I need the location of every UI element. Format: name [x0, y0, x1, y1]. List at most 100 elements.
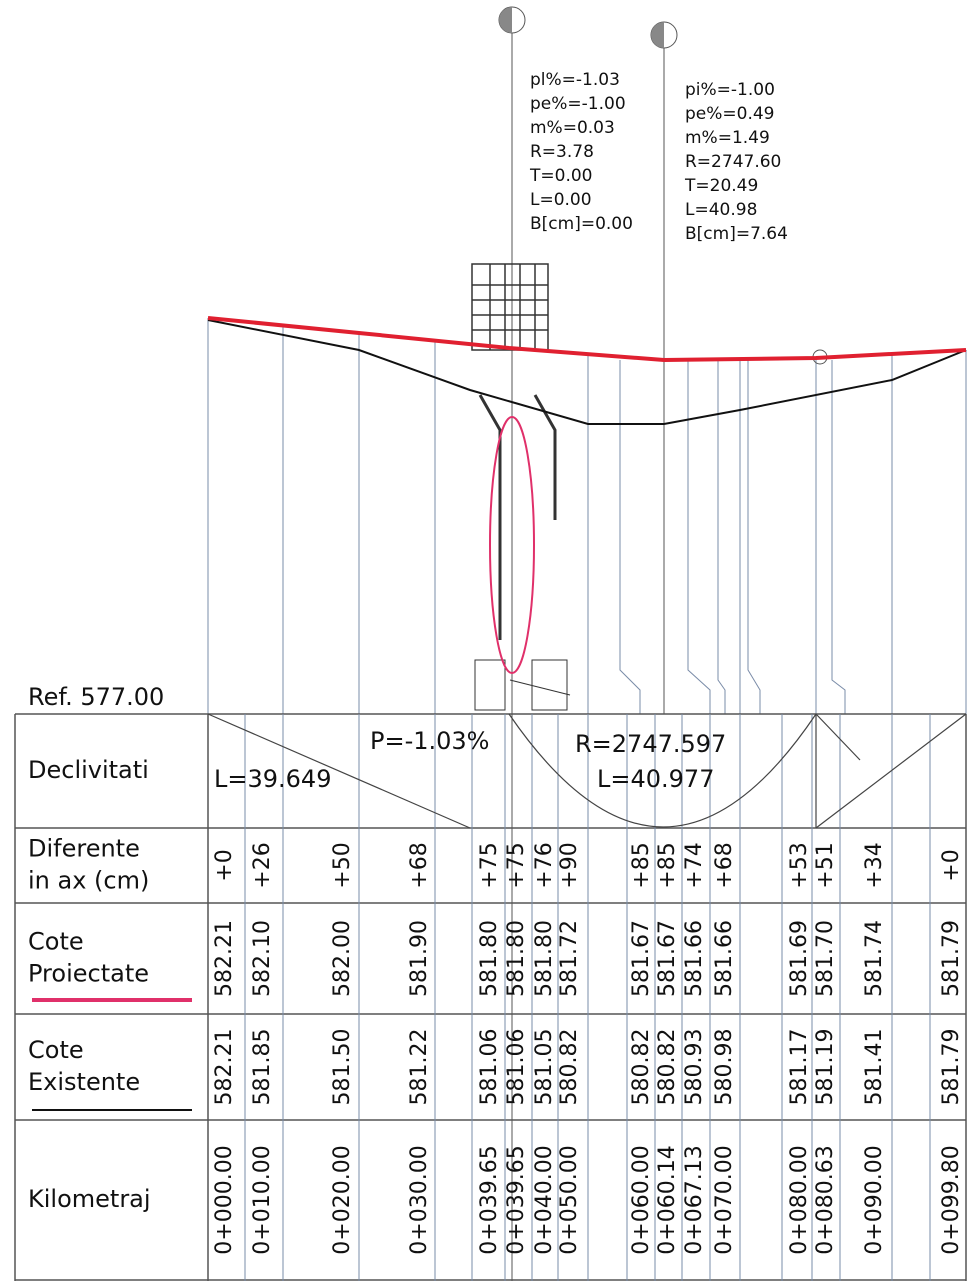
cell: 0+060.14 [655, 1145, 680, 1254]
annotation-line: L=0.00 [530, 190, 592, 210]
cell: 581.66 [682, 920, 707, 997]
cell: 581.66 [712, 920, 737, 997]
row-label: in ax (cm) [28, 867, 149, 895]
cell: 581.85 [250, 1029, 275, 1106]
cell: 581.79 [939, 920, 964, 997]
cell: 0+099.80 [939, 1145, 964, 1254]
annotation-line: B[cm]=7.64 [685, 224, 788, 244]
cell: 0+040.00 [532, 1145, 557, 1254]
cell: 0+000.00 [212, 1145, 237, 1254]
curve-length: L=40.977 [597, 765, 714, 793]
cell: +75 [504, 842, 529, 888]
cell: 0+020.00 [330, 1145, 355, 1254]
cell: 581.74 [862, 920, 887, 997]
cell: +76 [532, 842, 557, 888]
cell: +50 [330, 842, 355, 888]
design-profile [207, 316, 967, 363]
annotation-line: R=3.78 [530, 142, 594, 162]
cell: 581.22 [407, 1029, 432, 1106]
cell: +0 [939, 849, 964, 881]
cell: 582.00 [330, 920, 355, 997]
cell: 581.06 [504, 1029, 529, 1106]
cell: 581.05 [532, 1029, 557, 1106]
cell: 582.21 [212, 920, 237, 997]
annotation-line: pe%=-1.00 [530, 94, 626, 114]
cell: 581.90 [407, 920, 432, 997]
cell: 0+080.63 [813, 1145, 838, 1254]
annotation-line: m%=1.49 [685, 128, 770, 148]
cell: +0 [212, 849, 237, 881]
cell: 581.72 [557, 920, 582, 997]
cell: 580.82 [655, 1029, 680, 1106]
annotation-line: T=20.49 [684, 176, 758, 196]
cell: 0+039.65 [477, 1145, 502, 1254]
cell: 581.80 [532, 920, 557, 997]
radius: R=2747.597 [575, 730, 726, 758]
cell: 582.21 [212, 1029, 237, 1106]
cell: 581.67 [629, 920, 654, 997]
cell: 0+080.00 [787, 1145, 812, 1254]
column-separators [244, 714, 931, 1281]
annotation-line: pi%=-1.00 [685, 80, 775, 100]
cell: +85 [629, 842, 654, 888]
cell: 0+010.00 [250, 1145, 275, 1254]
cell: 580.82 [629, 1029, 654, 1106]
row-label: Existente [28, 1068, 140, 1096]
cell: +75 [477, 842, 502, 888]
cell: 580.82 [557, 1029, 582, 1106]
cell: +68 [712, 842, 737, 888]
structure [471, 263, 571, 711]
slope: P=-1.03% [370, 727, 489, 755]
cell: 581.19 [813, 1029, 838, 1106]
cell: 581.41 [862, 1029, 887, 1106]
annotation-line: pe%=0.49 [685, 104, 775, 124]
cell: 0+039.65 [504, 1145, 529, 1254]
cell: +53 [787, 842, 812, 888]
annotation-line: B[cm]=0.00 [530, 214, 633, 234]
cell: 581.17 [787, 1029, 812, 1106]
cell: 581.50 [330, 1029, 355, 1106]
table-frame [14, 713, 967, 1281]
cell: 581.70 [813, 920, 838, 997]
cell: 581.67 [655, 920, 680, 997]
cell: 0+067.13 [682, 1145, 707, 1254]
existing-profile [207, 319, 967, 425]
cell: 580.98 [712, 1029, 737, 1106]
cell: 0+090.00 [862, 1145, 887, 1254]
cell: 0+060.00 [629, 1145, 654, 1254]
cell: +51 [813, 842, 838, 888]
cell: +34 [862, 842, 887, 888]
cell: 582.10 [250, 920, 275, 997]
cell: +90 [557, 842, 582, 888]
pipe-section [489, 416, 535, 674]
cell: +85 [655, 842, 680, 888]
row-label: Cote [28, 928, 84, 956]
cell: 581.06 [477, 1029, 502, 1106]
cell: 580.93 [682, 1029, 707, 1106]
row-label: Declivitati [28, 756, 149, 784]
annotation-line: L=40.98 [685, 200, 757, 220]
cell: 0+050.00 [557, 1145, 582, 1254]
cell: 0+030.00 [407, 1145, 432, 1254]
reference: Ref. 577.00 [28, 683, 164, 711]
cell: 581.80 [477, 920, 502, 997]
annotation: pl%=-1.03 pe%=-1.00 m%=0.03 R=3.78 T=0.00 L=0… [529, 70, 633, 234]
cell: 0+070.00 [712, 1145, 737, 1254]
row-label: Kilometraj [28, 1185, 151, 1213]
cell: +26 [250, 842, 275, 888]
row-label: Cote [28, 1036, 84, 1064]
annotation: pi%=-1.00 pe%=0.49 m%=1.49 R=2747.60 T=20.49… [684, 80, 788, 244]
cell: +74 [682, 842, 707, 888]
grade-diagram [207, 713, 967, 829]
annotation-line: R=2747.60 [685, 152, 781, 172]
row-label: Proiectate [28, 960, 149, 988]
row-label: Diferente [28, 835, 140, 863]
slope-length: L=39.649 [214, 765, 331, 793]
station-lines [207, 20, 967, 1281]
cell: 581.69 [787, 920, 812, 997]
annotation-line: m%=0.03 [530, 118, 615, 138]
cell: 581.79 [939, 1029, 964, 1106]
annotation-line: pl%=-1.03 [530, 70, 620, 90]
markers [498, 6, 828, 365]
